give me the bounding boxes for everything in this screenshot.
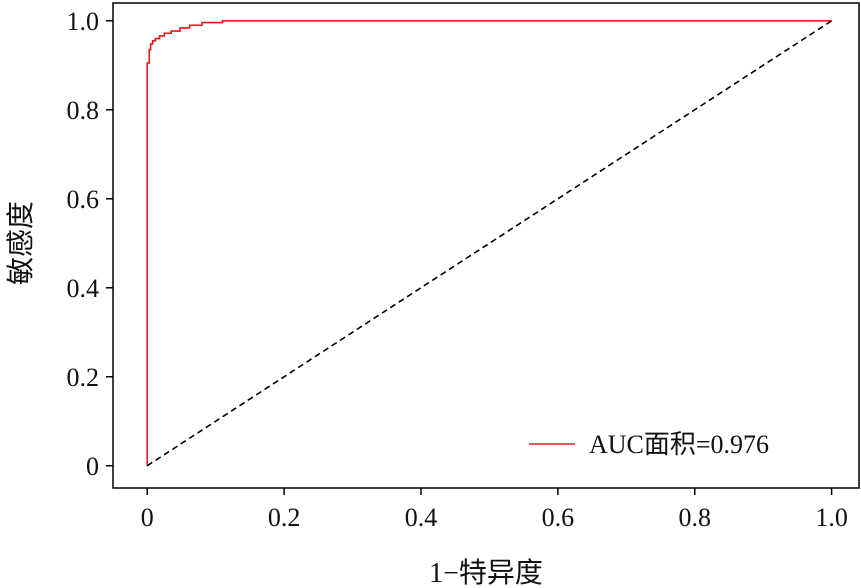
plot-area — [146, 20, 833, 467]
y-tick-label: 0.6 — [67, 185, 100, 214]
plot-frame — [112, 2, 860, 489]
x-axis-label: 1−特异度 — [429, 557, 543, 588]
axis-ticks: 0 0.2 0.4 0.6 0.8 1.0 0 0.2 0.4 0.6 0.8 1.0 — [67, 7, 848, 532]
x-tick-label: 0.6 — [542, 503, 575, 532]
x-tick-label: 0.2 — [268, 503, 301, 532]
y-tick-label: 1.0 — [67, 7, 100, 36]
y-tick-label: 0.2 — [67, 363, 100, 392]
roc-curve-line — [146, 20, 832, 466]
x-tick-label: 0.4 — [405, 503, 438, 532]
y-tick-label: 0.4 — [67, 274, 100, 303]
x-tick-label: 0 — [141, 503, 154, 532]
x-tick-label: 1.0 — [815, 503, 848, 532]
x-tick-label: 0.8 — [678, 503, 711, 532]
diagonal-reference-line — [146, 20, 833, 467]
legend: AUC面积=0.976 — [529, 430, 769, 459]
y-axis-label: 敏感度 — [5, 201, 37, 285]
y-tick-label: 0.8 — [67, 96, 100, 125]
legend-label: AUC面积=0.976 — [589, 430, 769, 459]
y-tick-label: 0 — [86, 452, 99, 481]
